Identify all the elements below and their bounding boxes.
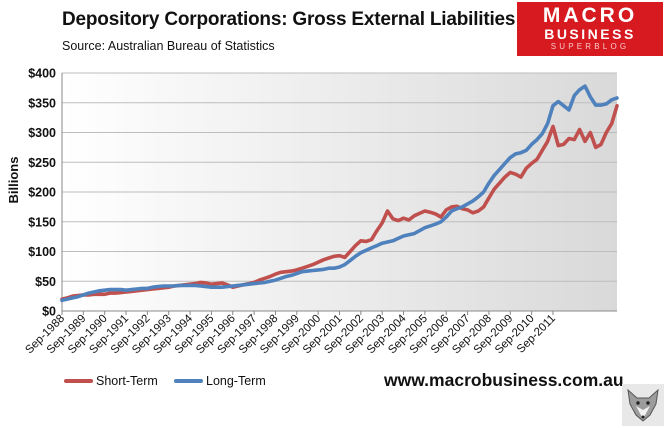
legend-label: Short-Term <box>96 374 158 388</box>
macrobusiness-logo[interactable]: MACRO BUSINESS SUPERBLOG <box>517 2 663 56</box>
logo-line-2: BUSINESS <box>544 26 636 42</box>
short-term-swatch <box>64 379 93 383</box>
logo-line-3: SUPERBLOG <box>550 42 630 51</box>
fox-mascot-icon <box>622 384 664 426</box>
gridlines <box>62 72 617 282</box>
y-tick-label: $250 <box>28 156 56 170</box>
chart-title: Depository Corporations: Gross External … <box>62 9 516 30</box>
source-note: Source: Australian Bureau of Statistics <box>62 39 275 53</box>
long-term-swatch <box>174 379 203 383</box>
y-tick-label: $200 <box>28 186 56 200</box>
y-tick-label: $50 <box>35 275 56 289</box>
legend-label: Long-Term <box>206 374 266 388</box>
y-tick-label: $350 <box>28 96 56 110</box>
legend-short-term: Short-Term <box>64 374 158 388</box>
logo-line-1: MACRO <box>542 4 638 27</box>
y-tick-label: $150 <box>28 215 56 229</box>
website-url[interactable]: www.macrobusiness.com.au <box>384 370 624 390</box>
y-tick-label: $300 <box>28 126 56 140</box>
y-tick-label: $100 <box>28 245 56 259</box>
y-tick-label: $400 <box>28 67 56 81</box>
legend-long-term: Long-Term <box>174 374 266 388</box>
y-tick-label: $0 <box>42 305 56 319</box>
y-axis-label: Billions <box>6 157 21 204</box>
series-long-term-line <box>60 84 619 303</box>
series-layer <box>60 84 619 303</box>
